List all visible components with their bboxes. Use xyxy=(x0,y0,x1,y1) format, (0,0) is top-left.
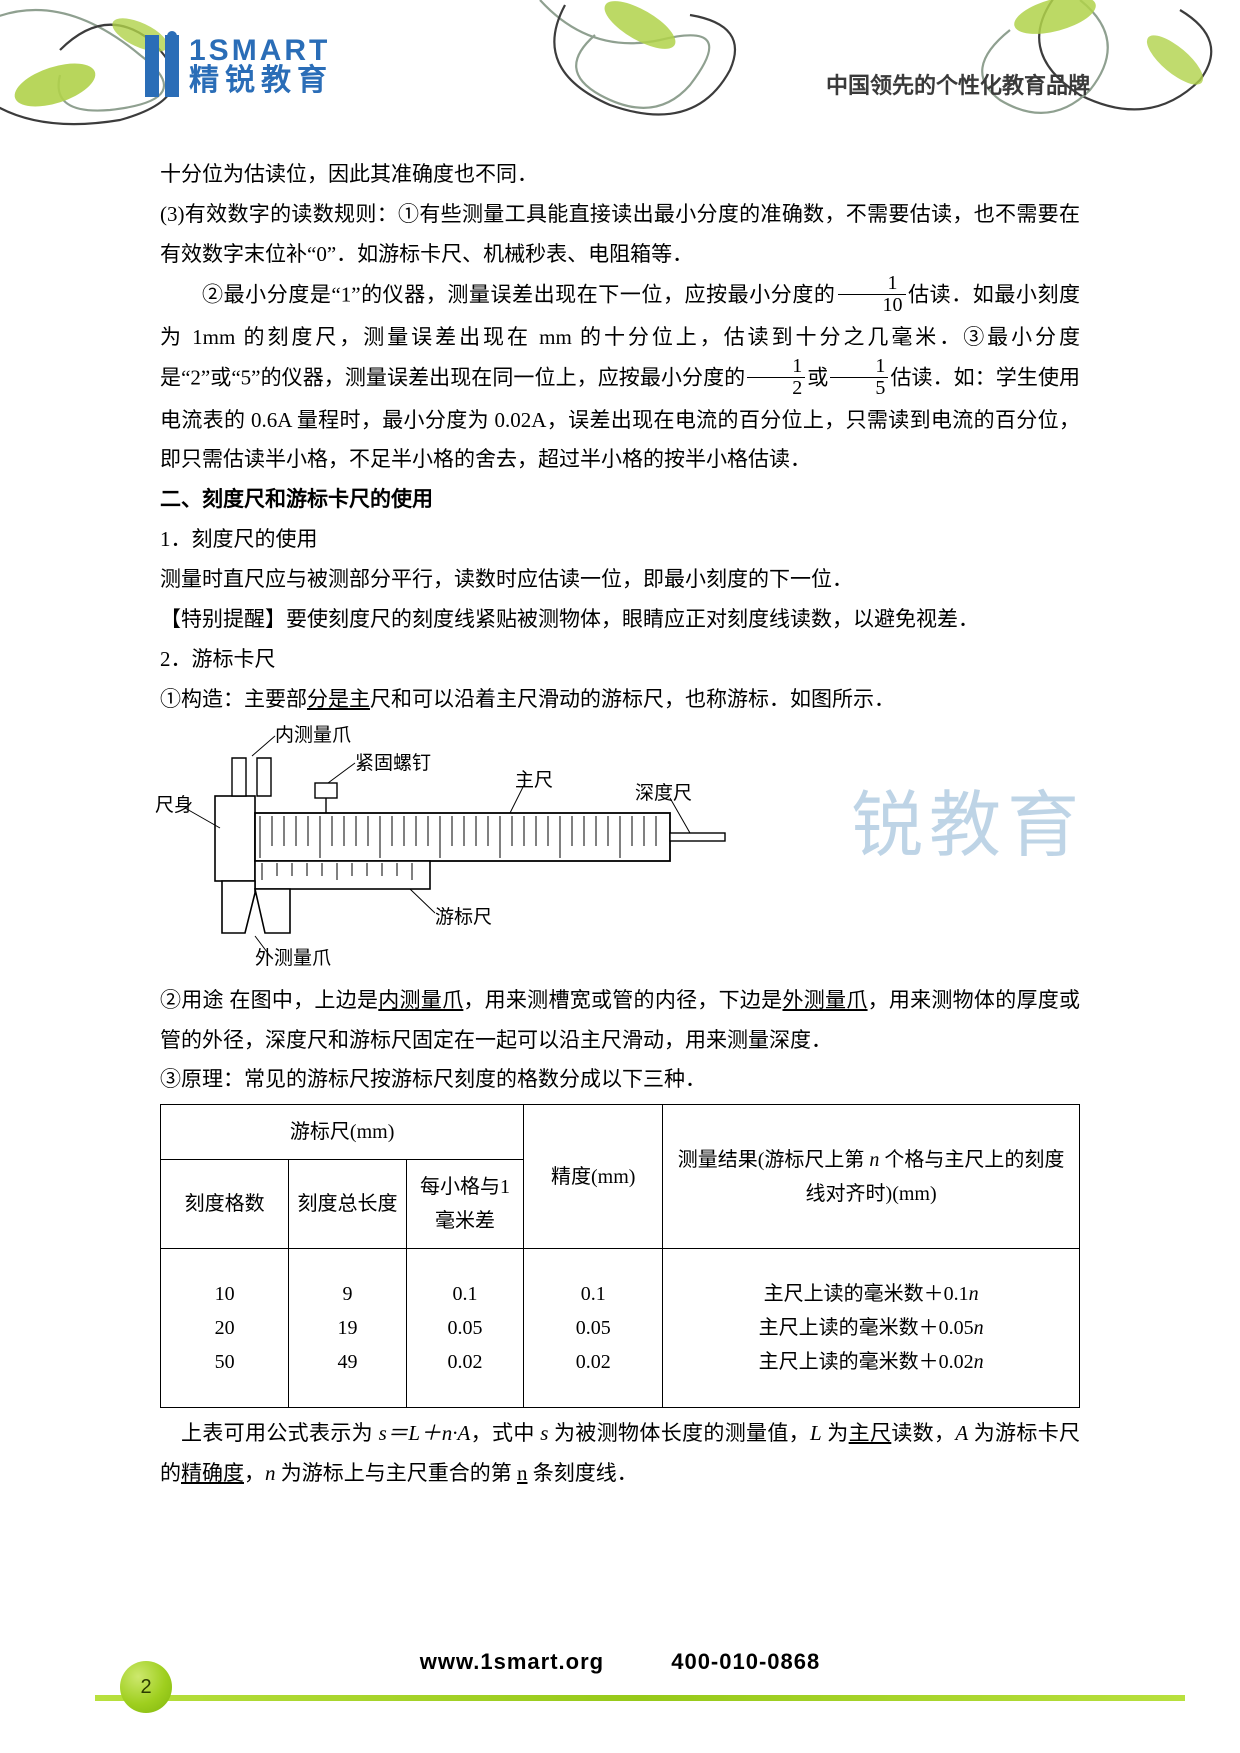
fraction: 110 xyxy=(838,273,906,316)
caliper-diagram: 锐教育 xyxy=(160,728,1080,963)
table-header: 精度(mm) xyxy=(524,1105,663,1249)
diagram-label-inner: 内测量爪 xyxy=(275,718,351,754)
table-cell: 主尺上读的毫米数＋0.1n 主尺上读的毫米数＋0.05n 主尺上读的毫米数＋0.… xyxy=(663,1249,1080,1408)
diagram-label-screw: 紧固螺钉 xyxy=(355,746,431,782)
paragraph: ②用途 在图中，上边是内测量爪，用来测槽宽或管的内径，下边是外测量爪，用来测物体… xyxy=(160,981,1080,1061)
paragraph: 十分位为估读位，因此其准确度也不同． xyxy=(160,155,1080,195)
table-row: 游标尺(mm) 精度(mm) 测量结果(游标尺上第 n 个格与主尺上的刻度线对齐… xyxy=(161,1105,1080,1160)
paragraph: ①构造：主要部分是主尺和可以沿着主尺滑动的游标尺，也称游标．如图所示． xyxy=(160,680,1080,720)
fraction: 12 xyxy=(747,356,805,399)
table-cell: 102050 xyxy=(161,1249,289,1408)
paragraph: ③原理：常见的游标尺按游标尺刻度的格数分成以下三种． xyxy=(160,1060,1080,1100)
diagram-label-vernier: 游标尺 xyxy=(435,900,492,936)
diagram-label-main: 主尺 xyxy=(515,763,553,799)
diagram-label-depth: 深度尺 xyxy=(635,776,692,812)
table-header: 刻度格数 xyxy=(161,1160,289,1249)
table-cell: 0.10.050.02 xyxy=(524,1249,663,1408)
paragraph: (3)有效数字的读数规则：①有些测量工具能直接读出最小分度的准确数，不需要估读，… xyxy=(160,195,1080,275)
tagline: 中国领先的个性化教育品牌 xyxy=(826,65,1090,107)
fraction: 15 xyxy=(830,356,888,399)
diagram-label-outer: 外测量爪 xyxy=(255,941,331,977)
paragraph: 【特别提醒】要使刻度尺的刻度线紧贴被测物体，眼睛应正对刻度线读数，以避免视差． xyxy=(160,600,1080,640)
footer-url: www.1smart.org xyxy=(420,1649,604,1674)
watermark: 锐教育 xyxy=(851,758,1085,895)
paragraph: 1．刻度尺的使用 xyxy=(160,520,1080,560)
diagram-label-body: 尺身 xyxy=(155,788,193,824)
section-heading: 二、刻度尺和游标卡尺的使用 xyxy=(160,480,1080,520)
paragraph: 2．游标卡尺 xyxy=(160,640,1080,680)
footer-line xyxy=(95,1695,1185,1701)
paragraph: ②最小分度是“1”的仪器，测量误差出现在下一位，应按最小分度的110估读．如最小… xyxy=(160,275,1080,481)
table-header: 测量结果(游标尺上第 n 个格与主尺上的刻度线对齐时)(mm) xyxy=(663,1105,1080,1249)
logo-text-en: 1SMART xyxy=(189,36,333,66)
table-row: 102050 91949 0.10.050.02 0.10.050.02 主尺上… xyxy=(161,1249,1080,1408)
table-cell: 91949 xyxy=(289,1249,407,1408)
logo: 1SMART 精锐教育 xyxy=(145,35,333,97)
footer-text: www.1smart.org 400-010-0868 xyxy=(0,1641,1240,1683)
page-number: 2 xyxy=(120,1661,172,1713)
table-header: 每小格与1毫米差 xyxy=(406,1160,524,1249)
page-content: 十分位为估读位，因此其准确度也不同． (3)有效数字的读数规则：①有些测量工具能… xyxy=(160,155,1080,1494)
paragraph: 上表可用公式表示为 s＝L＋n·A，式中 s 为被测物体长度的测量值，L 为主尺… xyxy=(160,1414,1080,1494)
paragraph: 测量时直尺应与被测部分平行，读数时应估读一位，即最小刻度的下一位． xyxy=(160,560,1080,600)
table-header: 游标尺(mm) xyxy=(161,1105,524,1160)
footer-tel: 400-010-0868 xyxy=(671,1649,820,1674)
vernier-table: 游标尺(mm) 精度(mm) 测量结果(游标尺上第 n 个格与主尺上的刻度线对齐… xyxy=(160,1104,1080,1408)
logo-text-cn: 精锐教育 xyxy=(189,66,333,96)
table-header: 刻度总长度 xyxy=(289,1160,407,1249)
logo-mark xyxy=(145,35,179,97)
table-cell: 0.10.050.02 xyxy=(406,1249,524,1408)
